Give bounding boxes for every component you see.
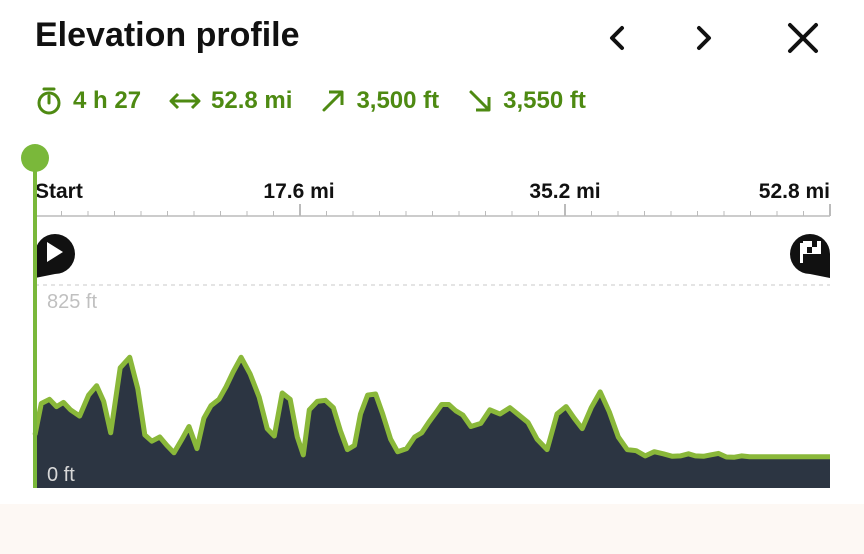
x-tick-label-start: Start xyxy=(35,180,83,203)
elevation-area xyxy=(35,357,830,488)
close-button[interactable] xyxy=(783,18,823,58)
x-tick-label-35-2: 35.2 mi xyxy=(529,180,600,203)
elevation-chart[interactable]: Start 17.6 mi 35.2 mi 52.8 mi 825 ft 0 f… xyxy=(0,140,864,490)
bottom-panel xyxy=(0,504,864,554)
y-label-top: 825 ft xyxy=(47,291,97,313)
x-tick-label-52-8: 52.8 mi xyxy=(759,180,830,203)
finish-flag-icon xyxy=(790,234,830,278)
ascent-stat: 3,500 ft xyxy=(320,87,439,115)
distance-value: 52.8 mi xyxy=(211,87,293,114)
next-button[interactable] xyxy=(683,18,723,58)
position-indicator-handle[interactable] xyxy=(21,144,49,172)
chevron-left-icon xyxy=(610,26,624,50)
chevron-right-icon xyxy=(697,26,711,50)
x-axis-ticks xyxy=(34,204,831,216)
arrow-up-right-icon xyxy=(322,90,344,112)
elevation-line xyxy=(32,354,830,460)
previous-button[interactable] xyxy=(598,18,638,58)
header-bar: Elevation profile xyxy=(0,0,864,80)
x-tick-label-17-6: 17.6 mi xyxy=(263,180,334,203)
duration-stat: 4 h 27 xyxy=(35,86,141,116)
descent-value: 3,550 ft xyxy=(503,87,586,114)
duration-value: 4 h 27 xyxy=(73,87,142,114)
ascent-value: 3,500 ft xyxy=(356,87,440,114)
tour-stats: 4 h 27 52.8 mi 3,500 ft 3,550 ft xyxy=(35,84,614,118)
page-title: Elevation profile xyxy=(35,16,300,54)
y-label-zero: 0 ft xyxy=(47,464,75,486)
play-triangle xyxy=(47,242,63,262)
finish-marker xyxy=(790,234,830,278)
stopwatch-icon xyxy=(37,87,61,115)
flag-check-1 xyxy=(812,241,817,247)
arrow-down-right-icon xyxy=(469,90,491,112)
close-icon xyxy=(788,23,818,53)
flag-pole xyxy=(800,243,803,263)
horizontal-arrows-icon xyxy=(169,92,201,110)
descent-stat: 3,550 ft xyxy=(467,87,586,115)
start-marker xyxy=(35,234,75,278)
elevation-chart-svg: Start 17.6 mi 35.2 mi 52.8 mi 825 ft 0 f… xyxy=(21,144,831,488)
distance-stat: 52.8 mi xyxy=(169,87,292,115)
flag-check-2 xyxy=(807,247,812,253)
